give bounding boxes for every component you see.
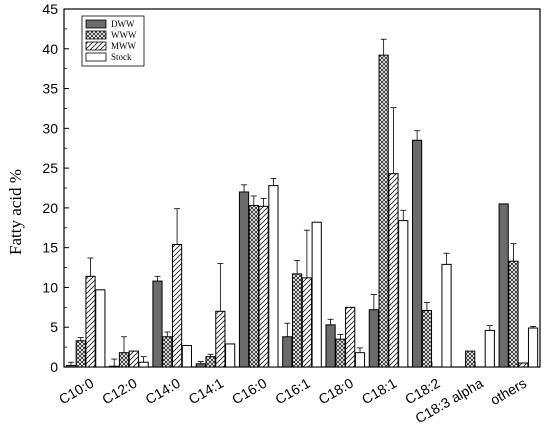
bar-stock: [398, 220, 409, 368]
x-tick-label: C18:1: [359, 375, 400, 408]
bar-dww: [282, 336, 293, 368]
bar-www: [75, 340, 86, 368]
legend-label-www: WWW: [111, 30, 137, 40]
bar-www: [292, 273, 303, 368]
legend-label-stock: Stock: [111, 52, 132, 62]
x-tick-label: C16:0: [229, 375, 270, 408]
bar-dww: [152, 280, 163, 368]
bar-www: [508, 260, 519, 368]
y-tick-label: 30: [42, 120, 58, 136]
bar-stock: [138, 361, 149, 368]
y-tick-label: 0: [50, 359, 58, 375]
bar-www: [335, 338, 346, 368]
bar-mww: [388, 173, 399, 368]
y-tick-label: 10: [42, 279, 58, 295]
y-tick-label: 25: [42, 160, 58, 176]
bar-stock: [484, 329, 495, 368]
bar-stock: [95, 289, 106, 368]
x-tick-label: C14:1: [186, 375, 227, 408]
y-tick-label: 20: [42, 200, 58, 216]
bar-www: [248, 205, 259, 368]
x-tick-label: C16:1: [272, 375, 313, 408]
y-tick-label: 15: [42, 240, 58, 256]
bar-dww: [325, 324, 336, 368]
bar-mww: [345, 306, 356, 368]
legend-swatch-dww: [85, 19, 107, 29]
x-tick-label: others: [487, 375, 529, 408]
bar-stock: [181, 345, 192, 368]
bar-mww: [215, 310, 226, 368]
bar-dww: [65, 364, 77, 368]
bar-stock: [354, 352, 366, 368]
bar-dww: [412, 139, 423, 368]
y-tick-label: 5: [50, 319, 58, 335]
bar-mww: [128, 350, 139, 368]
bar-dww: [498, 203, 509, 368]
legend-swatch-stock: [85, 52, 107, 62]
bar-stock: [441, 263, 452, 368]
legend-swatch-mww: [85, 41, 107, 51]
bar-mww: [258, 205, 269, 368]
bar-stock: [311, 221, 322, 368]
bar-dww: [368, 309, 379, 368]
legend-swatch-www: [85, 30, 107, 40]
y-tick-label: 35: [42, 81, 58, 97]
bar-www: [205, 356, 216, 368]
y-axis-title: Fatty acid %: [6, 169, 25, 255]
bar-stock: [268, 185, 279, 368]
x-tick-label: C12:0: [99, 375, 140, 408]
bar-mww: [518, 362, 529, 368]
y-tick-label: 40: [42, 41, 58, 57]
bar-dww: [238, 191, 250, 368]
bar-mww: [301, 277, 312, 368]
legend-label-mww: MWW: [111, 41, 136, 51]
bar-mww: [171, 243, 183, 368]
y-tick-label: 45: [42, 1, 58, 17]
x-tick-label: C18:0: [316, 375, 357, 408]
bar-stock: [225, 343, 236, 368]
bar-www: [421, 310, 433, 368]
bar-www: [118, 352, 130, 368]
bar-dww: [195, 363, 206, 368]
bar-dww: [109, 365, 120, 368]
x-tick-label: C10:0: [56, 375, 97, 408]
bar-mww: [85, 275, 96, 368]
legend-label-dww: DWW: [111, 19, 135, 29]
bar-stock: [527, 327, 539, 368]
x-tick-label: C14:0: [143, 375, 184, 408]
bar-www: [465, 350, 476, 368]
bar-www: [162, 336, 173, 368]
bar-www: [378, 54, 389, 368]
